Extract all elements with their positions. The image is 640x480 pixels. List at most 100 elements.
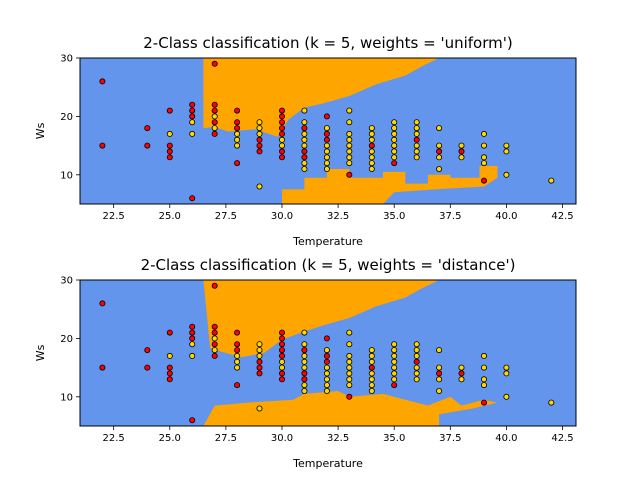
data-point-class-b (391, 364, 398, 371)
data-point-class-b (323, 142, 330, 149)
data-point-class-a (211, 341, 218, 348)
data-point-class-a (436, 148, 443, 155)
data-point-class-b (413, 119, 420, 126)
y-tick-label: 20 (60, 112, 73, 123)
data-point-class-b (413, 142, 420, 149)
data-point-class-b (346, 107, 353, 114)
data-point-class-a (278, 341, 285, 348)
axes-frame (79, 279, 577, 427)
data-point-class-a (211, 119, 218, 126)
x-tick-label: 27.5 (215, 433, 237, 444)
data-point-class-b (211, 335, 218, 342)
data-point-class-b (436, 388, 443, 395)
data-point-class-b (391, 370, 398, 377)
data-point-class-b (391, 358, 398, 365)
data-point-class-a (413, 358, 420, 365)
data-point-class-b (480, 160, 487, 167)
data-point-class-a (278, 113, 285, 120)
data-point-class-b (413, 341, 420, 348)
data-point-class-a (166, 142, 173, 149)
data-point-class-b (413, 130, 420, 137)
data-point-class-b (278, 364, 285, 371)
data-point-class-a (301, 154, 308, 161)
data-point-class-a (234, 341, 241, 348)
y-tick-label: 30 (60, 54, 73, 65)
y-tick-label: 10 (60, 392, 73, 403)
data-point-class-b (346, 142, 353, 149)
data-point-class-a (166, 148, 173, 155)
data-point-class-b (346, 364, 353, 371)
data-point-class-a (301, 148, 308, 155)
data-point-class-a (278, 335, 285, 342)
data-point-class-b (368, 388, 375, 395)
data-point-class-a (99, 78, 106, 85)
data-point-class-b (436, 142, 443, 149)
data-point-class-a (256, 364, 263, 371)
data-point-class-b (368, 166, 375, 173)
data-point-class-a (278, 148, 285, 155)
data-point-class-b (368, 148, 375, 155)
data-point-class-b (368, 376, 375, 383)
data-point-class-b (323, 160, 330, 167)
plot-area (80, 58, 576, 204)
x-tick-label: 35.0 (383, 433, 405, 444)
x-tick-label: 22.5 (103, 211, 125, 222)
data-point-class-a (323, 335, 330, 342)
data-point-class-b (278, 142, 285, 149)
data-point-class-b (278, 358, 285, 365)
data-point-class-b (189, 341, 196, 348)
data-point-class-b (189, 130, 196, 137)
data-point-class-b (323, 388, 330, 395)
data-point-class-a (301, 347, 308, 354)
data-point-class-a (301, 370, 308, 377)
data-point-class-b (480, 154, 487, 161)
x-tick-label: 32.5 (327, 433, 349, 444)
x-tick-label: 37.5 (439, 433, 461, 444)
data-point-class-b (413, 376, 420, 383)
data-point-class-b (391, 148, 398, 155)
data-point-class-a (301, 376, 308, 383)
data-point-class-b (301, 388, 308, 395)
data-point-class-a (144, 347, 151, 354)
data-point-class-b (503, 142, 510, 149)
data-point-class-b (323, 166, 330, 173)
data-point-class-b (346, 358, 353, 365)
data-point-class-b (391, 347, 398, 354)
data-point-class-b (301, 107, 308, 114)
data-point-class-b (301, 364, 308, 371)
data-point-class-b (346, 370, 353, 377)
data-point-class-a (166, 154, 173, 161)
data-point-class-b (301, 341, 308, 348)
data-point-class-b (503, 370, 510, 377)
data-point-class-b (211, 125, 218, 132)
data-point-class-a (144, 142, 151, 149)
data-point-class-b (391, 154, 398, 161)
data-point-class-a (256, 142, 263, 149)
data-point-class-a (99, 300, 106, 307)
y-tick-label: 20 (60, 334, 73, 345)
x-tick-label: 27.5 (215, 211, 237, 222)
data-point-class-a (391, 160, 398, 167)
data-point-class-b (480, 130, 487, 137)
data-point-class-b (391, 352, 398, 359)
data-point-class-a (458, 370, 465, 377)
data-point-class-b (323, 376, 330, 383)
data-point-class-a (189, 335, 196, 342)
data-point-class-a (144, 364, 151, 371)
data-point-class-a (436, 370, 443, 377)
data-point-class-a (323, 130, 330, 137)
decision-region-class-b (80, 58, 576, 204)
data-point-class-a (99, 364, 106, 371)
data-point-class-a (166, 376, 173, 383)
data-point-class-b (234, 352, 241, 359)
data-point-class-b (548, 399, 555, 406)
data-point-class-b (368, 160, 375, 167)
data-point-class-a (166, 370, 173, 377)
data-point-class-b (346, 341, 353, 348)
data-point-class-a (368, 364, 375, 371)
data-point-class-b (189, 352, 196, 359)
data-point-class-b (256, 130, 263, 137)
chart-title: 2-Class classification (k = 5, weights =… (143, 34, 512, 52)
data-point-class-a (278, 125, 285, 132)
data-point-class-b (391, 119, 398, 126)
